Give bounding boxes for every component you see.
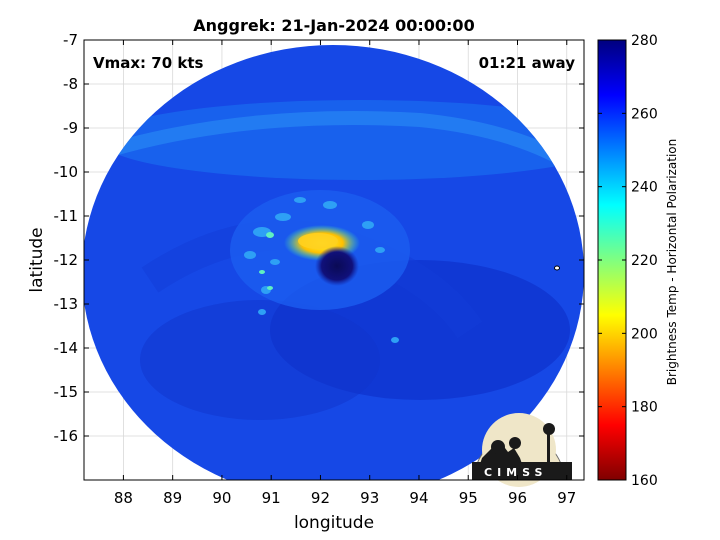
small-island-marker bbox=[554, 265, 560, 271]
y-tick-label: -13 bbox=[54, 295, 79, 313]
y-tick-label: -9 bbox=[63, 119, 78, 137]
colorbar bbox=[597, 39, 627, 481]
x-tick-label: 91 bbox=[262, 489, 281, 507]
colorbar-tick-label: 280 bbox=[631, 33, 658, 49]
x-tick-label: 93 bbox=[360, 489, 379, 507]
x-tick-label: 97 bbox=[557, 489, 576, 507]
colorbar-tick-label: 180 bbox=[631, 400, 658, 416]
colorbar-tick-label: 220 bbox=[631, 253, 658, 269]
time-label: 01:21 away bbox=[479, 54, 576, 72]
warm-cells bbox=[259, 232, 274, 290]
x-axis-label: longitude bbox=[294, 513, 374, 533]
colorbar-label: Brightness Temp - Horizontal Polarizatio… bbox=[665, 139, 679, 386]
y-tick-label: -7 bbox=[63, 31, 78, 49]
y-tick-label: -14 bbox=[54, 339, 79, 357]
cimss-logo: CIMSS bbox=[472, 413, 572, 487]
y-tick-label: -15 bbox=[54, 383, 79, 401]
x-tick-label: 92 bbox=[311, 489, 330, 507]
x-tick-label: 89 bbox=[163, 489, 182, 507]
y-tick-label: -16 bbox=[54, 427, 79, 445]
chart-title: Anggrek: 21-Jan-2024 00:00:00 bbox=[193, 16, 474, 35]
colorbar-ticks: 280 260 240 220 200 180 160 bbox=[598, 33, 658, 489]
microwave-swath bbox=[84, 45, 584, 480]
x-tick-label: 88 bbox=[114, 489, 133, 507]
cimss-logo-text: CIMSS bbox=[484, 466, 547, 479]
y-tick-label: -10 bbox=[54, 163, 79, 181]
y-axis-label: latitude bbox=[27, 227, 47, 292]
y-axis: -7 -8 -9 -10 -11 -12 -13 -14 -15 -16 bbox=[54, 31, 584, 445]
colorbar-tick-label: 200 bbox=[631, 326, 658, 342]
colorbar-tick-label: 260 bbox=[631, 106, 658, 122]
x-tick-label: 90 bbox=[212, 489, 231, 507]
rainband-cells bbox=[244, 197, 399, 343]
x-tick-label: 94 bbox=[409, 489, 428, 507]
x-axis: 88 89 90 91 92 93 94 95 96 97 bbox=[114, 40, 576, 507]
storm-eye bbox=[315, 246, 359, 286]
y-tick-label: -12 bbox=[54, 251, 79, 269]
colorbar-tick-label: 160 bbox=[631, 473, 658, 489]
x-tick-label: 95 bbox=[459, 489, 478, 507]
y-tick-label: -8 bbox=[63, 75, 78, 93]
colorbar-tick-label: 240 bbox=[631, 180, 658, 196]
x-tick-label: 96 bbox=[508, 489, 527, 507]
y-tick-label: -11 bbox=[54, 207, 79, 225]
vmax-label: Vmax: 70 kts bbox=[93, 54, 203, 72]
